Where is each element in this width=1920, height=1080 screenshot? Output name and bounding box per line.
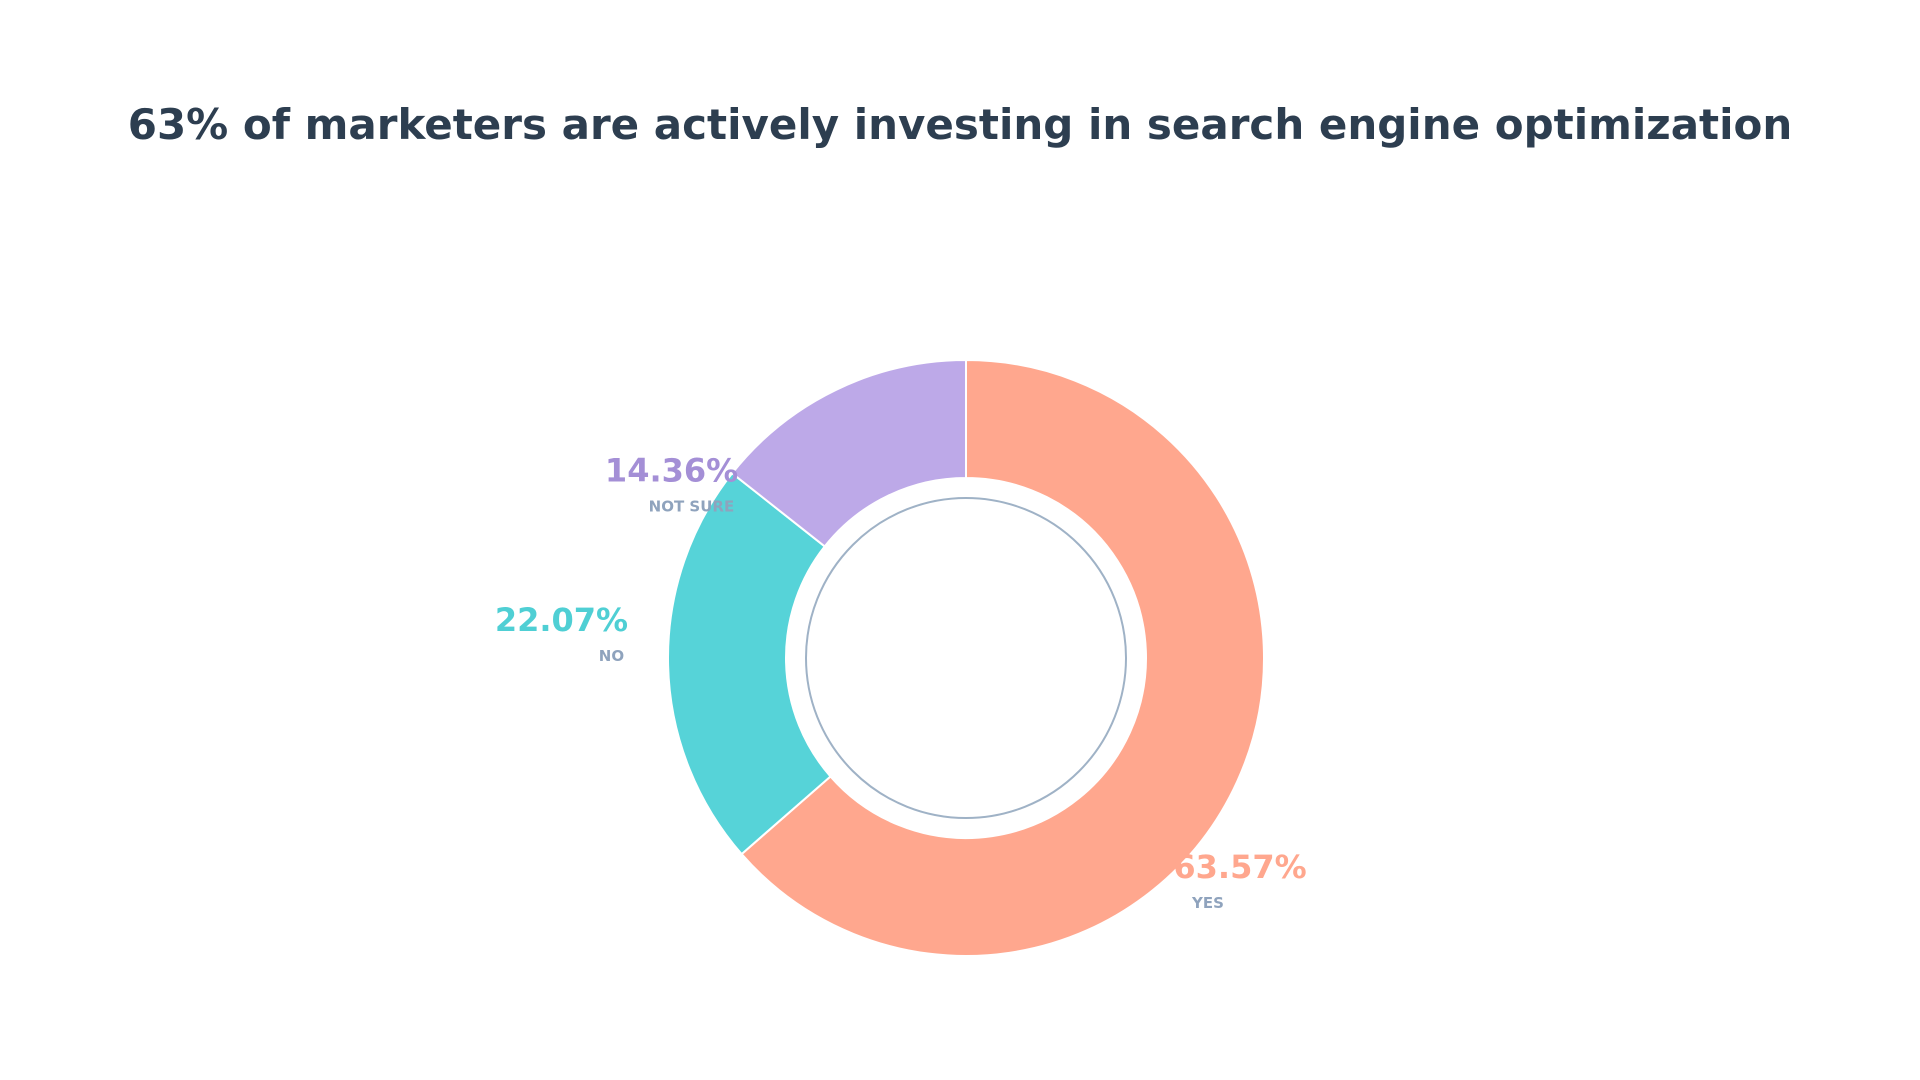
slice-yes: [740, 358, 1265, 957]
slice-not-sure: [730, 358, 967, 548]
slices-layer: [667, 358, 1265, 957]
category-label-not-sure: NOT SURE: [649, 497, 735, 515]
data-label-no: 22.07%: [495, 601, 628, 639]
data-label-not-sure: 14.36%: [605, 451, 738, 489]
inner-ring: [805, 497, 1127, 819]
chart-title: 63% of marketers are actively investing …: [127, 100, 1793, 149]
data-label-yes: 63.57%: [1173, 848, 1306, 886]
slice-no: [667, 471, 832, 856]
category-label-no: NO: [599, 647, 624, 665]
category-label-yes: YES: [1191, 894, 1224, 912]
labels-layer: 63.57% YES 22.07% NO 14.36% NOT SURE: [495, 451, 1307, 911]
